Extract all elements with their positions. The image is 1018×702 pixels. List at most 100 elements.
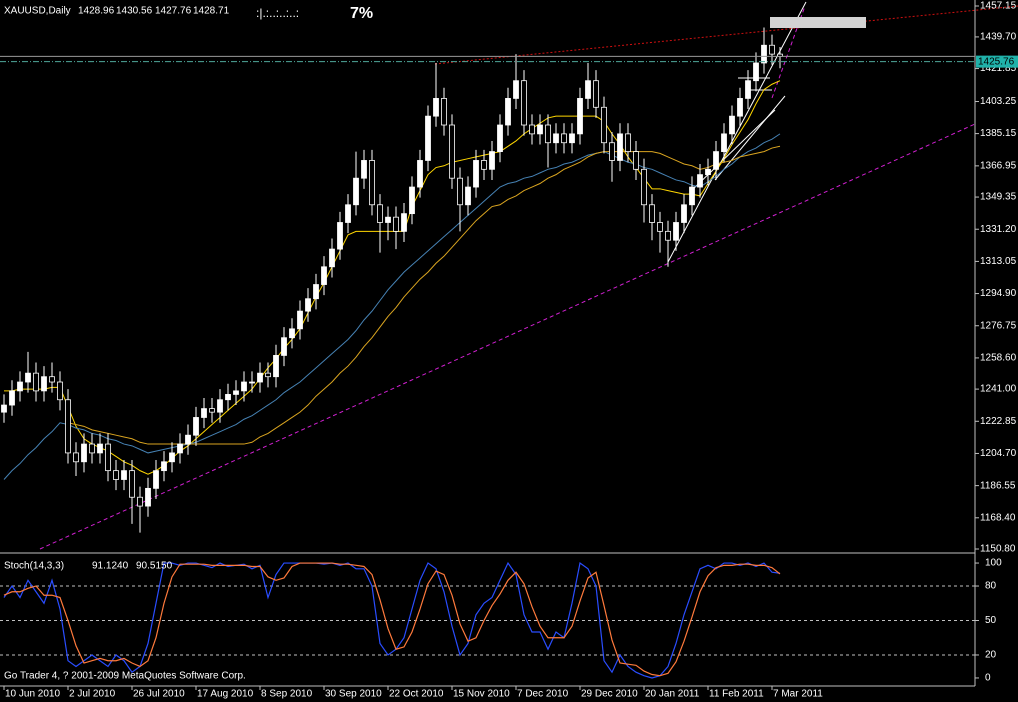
candle-body bbox=[169, 452, 175, 463]
layout bbox=[0, 0, 1018, 687]
candle-body bbox=[649, 204, 655, 223]
candle-body bbox=[473, 160, 479, 188]
y-tick-label: 1366.95 bbox=[980, 161, 1017, 172]
candle-body bbox=[713, 151, 719, 170]
candle-body bbox=[361, 160, 367, 179]
candle-body bbox=[521, 80, 527, 126]
x-tick-label: 8 Sep 2010 bbox=[261, 689, 313, 700]
candle-body bbox=[193, 417, 199, 436]
candle-body bbox=[201, 408, 207, 418]
candle-body bbox=[721, 133, 727, 152]
candle-body bbox=[449, 124, 455, 179]
support-trendline bbox=[39, 123, 976, 550]
channel-line bbox=[667, 1, 807, 263]
candle-body bbox=[353, 177, 359, 206]
candle-body bbox=[89, 443, 95, 454]
candle-body bbox=[177, 443, 183, 454]
candle-body bbox=[81, 443, 87, 463]
y-tick-label: 1276.75 bbox=[980, 320, 1017, 331]
candle-body bbox=[457, 177, 463, 206]
y-tick-label: 1421.85 bbox=[980, 63, 1017, 74]
candle-body bbox=[489, 151, 495, 170]
candle-body bbox=[97, 443, 103, 454]
candle-body bbox=[129, 470, 135, 498]
candle-body bbox=[49, 376, 55, 383]
x-tick-label: 15 Nov 2010 bbox=[453, 689, 510, 700]
x-tick-label: 2 Jul 2010 bbox=[69, 689, 116, 700]
x-tick-label: 11 Feb 2011 bbox=[709, 689, 764, 700]
candle-body bbox=[745, 80, 751, 99]
candle-body bbox=[305, 298, 311, 312]
candle-body bbox=[25, 372, 31, 383]
y-tick-label: 1313.05 bbox=[980, 256, 1017, 267]
candle-body bbox=[585, 80, 591, 99]
x-tick-label: 30 Sep 2010 bbox=[325, 689, 382, 700]
y-tick-label: 1349.35 bbox=[980, 192, 1017, 203]
widget-bar: :|.:..:..:..: bbox=[256, 6, 299, 20]
resistance-trendline bbox=[434, 5, 1018, 65]
candle-body bbox=[161, 461, 167, 472]
candle-body bbox=[233, 390, 239, 395]
candle-body bbox=[369, 160, 375, 206]
candle-body bbox=[545, 124, 551, 144]
texts: XAUUSD,Daily 1428.96 1430.56 1427.76 142… bbox=[4, 5, 373, 681]
y-tick-label: 1294.90 bbox=[980, 288, 1017, 299]
candle-body bbox=[705, 168, 711, 176]
ohlc-readout: 1427.76 bbox=[155, 6, 192, 17]
candle-body bbox=[665, 230, 671, 241]
candle-body bbox=[273, 355, 279, 378]
candle-body bbox=[393, 216, 399, 232]
candle-body bbox=[9, 390, 15, 406]
candle-body bbox=[217, 399, 223, 413]
channel-line bbox=[714, 95, 786, 181]
candle-body bbox=[625, 133, 631, 152]
indicator-line bbox=[3, 562, 781, 677]
candle-body bbox=[345, 204, 351, 223]
candle-body bbox=[737, 98, 743, 117]
candle-body bbox=[113, 470, 119, 480]
indicator-readout: 90.5150 bbox=[136, 561, 173, 572]
candle-body bbox=[569, 133, 575, 144]
candle-body bbox=[697, 174, 703, 188]
channel-line bbox=[771, 5, 806, 99]
ohlc-readout: 1428.96 bbox=[78, 6, 115, 17]
candle-body bbox=[401, 213, 407, 232]
candle-body bbox=[33, 372, 39, 392]
candle-body bbox=[57, 381, 63, 401]
copyright-footer: Go Trader 4, ? 2001-2009 MetaQuotes Soft… bbox=[4, 671, 246, 682]
candle-body bbox=[145, 487, 151, 507]
y-tick-label: 1403.25 bbox=[980, 96, 1017, 107]
candle-body bbox=[753, 62, 759, 82]
candle-body bbox=[433, 98, 439, 117]
candle-body bbox=[185, 434, 191, 445]
x-tick-label: 7 Mar 2011 bbox=[773, 689, 823, 700]
x-tick-label: 26 Jul 2010 bbox=[133, 689, 185, 700]
y-tick-label: 1150.80 bbox=[980, 544, 1016, 555]
symbol-title: XAUUSD,Daily bbox=[4, 6, 71, 17]
candle-body bbox=[505, 98, 511, 126]
target-box bbox=[770, 17, 866, 28]
candle-body bbox=[529, 124, 535, 135]
candle-body bbox=[297, 310, 303, 330]
candle-body bbox=[313, 284, 319, 300]
candle-body bbox=[537, 124, 543, 135]
candle-body bbox=[265, 372, 271, 378]
candle-body bbox=[593, 80, 599, 108]
y-tick-label: 1204.70 bbox=[980, 448, 1017, 459]
candle-body bbox=[137, 496, 143, 507]
candle-body bbox=[729, 115, 735, 135]
candle-body bbox=[377, 204, 383, 223]
candle-body bbox=[241, 381, 247, 392]
y-tick-label: 1186.55 bbox=[980, 480, 1016, 491]
candle-body bbox=[329, 248, 335, 268]
candle-body bbox=[769, 44, 775, 55]
ohlc-readout: 1430.56 bbox=[116, 6, 153, 17]
candle-body bbox=[633, 151, 639, 170]
candle-body bbox=[577, 98, 583, 135]
x-tick-label: 20 Jan 2011 bbox=[645, 689, 700, 700]
candle-body bbox=[617, 133, 623, 161]
x-tick-label: 17 Aug 2010 bbox=[197, 689, 254, 700]
candle-body bbox=[41, 376, 47, 392]
candle-body bbox=[153, 470, 159, 489]
candle-body bbox=[409, 186, 415, 215]
